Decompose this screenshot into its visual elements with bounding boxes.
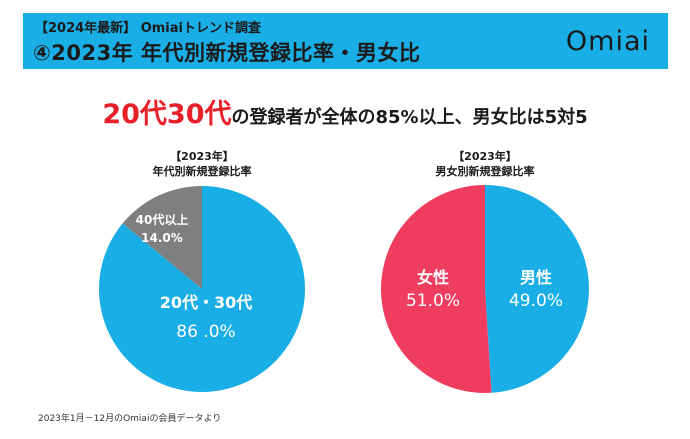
- footnote: 2023年1月－12月のOmiaiの会員データより: [38, 414, 222, 424]
- slice-male: [485, 185, 589, 393]
- slice-male-label: 男性: [520, 268, 552, 287]
- slice-male-value: 49.0%: [509, 291, 563, 311]
- age-chart-subtitle: 年代別新規登録比率: [152, 165, 252, 178]
- header-banner: 【2024年最新】 Omiaiトレンド調査 ④2023年 年代別新規登録比率・男…: [23, 13, 668, 69]
- slice-female-label: 女性: [417, 268, 449, 287]
- slice-40s-plus-value: 14.0%: [141, 231, 183, 245]
- omiai-logo: Omiai: [565, 26, 650, 57]
- slice-female: [380, 185, 492, 394]
- slice-40s-plus: [122, 186, 202, 289]
- page-title: ④2023年 年代別新規登録比率・男女比: [33, 41, 421, 65]
- headline-rest: の登録者が全体の85%以上、男女比は5対5: [231, 107, 588, 128]
- age-chart-caption: 【2023年】 年代別新規登録比率: [102, 149, 302, 179]
- gender-chart-caption: 【2023年】 男女別新規登録比率: [385, 149, 585, 179]
- headline: 20代30代の登録者が全体の85%以上、男女比は5対5: [0, 92, 690, 131]
- slice-female-value: 51.0%: [406, 291, 460, 311]
- slice-20s-30s-value: 86 .0%: [176, 322, 235, 342]
- header-tag: 【2024年最新】 Omiaiトレンド調査: [35, 21, 261, 36]
- headline-accent: 20代30代: [102, 99, 232, 130]
- age-chart-title: 【2023年】: [170, 150, 234, 163]
- slice-40s-plus-label: 40代以上: [136, 212, 189, 227]
- gender-chart-subtitle: 男女別新規登録比率: [435, 165, 535, 178]
- gender-chart-title: 【2023年】: [453, 150, 517, 163]
- slice-20s-30s-label: 20代・30代: [160, 293, 253, 312]
